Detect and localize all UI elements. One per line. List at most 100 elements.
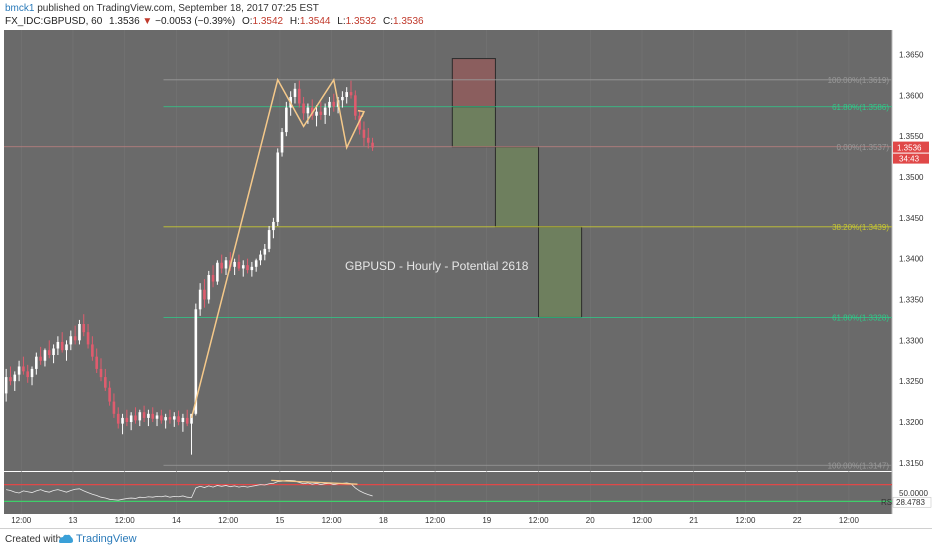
candle-body (13, 374, 17, 382)
candle-body (47, 350, 51, 356)
candle-body (129, 415, 133, 422)
candle-body (306, 107, 310, 114)
price-chart[interactable]: 100.00%(1.3619) 61.80%(1.3586) 0.00%(1.353… (0, 30, 932, 528)
candle-body (86, 332, 90, 345)
candle-body (39, 356, 42, 361)
publisher-name[interactable]: bmck1 (5, 3, 35, 14)
candle-body (177, 416, 180, 422)
candle-body (91, 344, 94, 357)
candle-body (69, 336, 73, 345)
candle-body (263, 248, 267, 255)
price-pane[interactable] (4, 30, 892, 471)
x-tick-label: 18 (379, 516, 388, 525)
x-tick-label: 12:00 (115, 516, 136, 525)
candle-body (125, 417, 129, 422)
candle-body (172, 416, 176, 420)
candle-body (43, 350, 47, 361)
y-tick-label: 1.3550 (899, 132, 924, 141)
projection-box-green (451, 106, 496, 148)
rsi-value-badge (892, 496, 932, 508)
candle-body (164, 417, 167, 421)
open-value: 1.3542 (252, 16, 284, 27)
y-tick-label: 1.3300 (899, 336, 924, 345)
x-tick-label: 22 (793, 516, 802, 525)
candle-body (328, 101, 331, 108)
candle-body (323, 107, 327, 115)
fib-label: 38.20%(1.3439) (832, 223, 889, 232)
candle-body (207, 275, 211, 300)
low-value: 1.3532 (345, 16, 377, 27)
candle-body (134, 415, 137, 421)
x-axis: 12:00 13 12:00 14 12:00 15 12:00 18 12:00 19 12:00… (11, 516, 859, 525)
last-price: 1.3536 (109, 16, 140, 27)
candle-body (185, 417, 189, 424)
x-tick-label: 13 (69, 516, 78, 525)
candle-body (302, 103, 305, 114)
fib-label: 61.80%(1.3328) (832, 313, 889, 322)
candle-body (52, 348, 55, 356)
candle-body (108, 387, 111, 402)
countdown-label: 34:43 (899, 155, 920, 164)
symbol-info: FX_IDC:GBPUSD, 60 1.3536 ▼ −0.0053 (−0.3… (5, 16, 424, 27)
candle-body (362, 129, 366, 138)
low-label: L: (337, 16, 346, 27)
candle-body (4, 377, 8, 394)
candle-body (310, 107, 314, 116)
candle-body (224, 260, 228, 269)
candle-body (250, 266, 254, 271)
created-with-text: Created with (5, 534, 62, 545)
price-scale[interactable] (892, 30, 932, 514)
symbol-name: FX_IDC:GBPUSD, 60 (5, 16, 103, 27)
x-tick-label: 21 (689, 516, 698, 525)
candle-body (82, 324, 86, 333)
y-tick-label: 1.3400 (899, 255, 924, 264)
header-bar: bmck1 published on TradingView.com, Sept… (0, 0, 932, 30)
fib-levels: 100.00%(1.3619) 61.80%(1.3586) 0.00%(1.353… (4, 76, 892, 470)
candle-body (155, 415, 159, 419)
candle-body (285, 107, 288, 133)
y-tick-label: 1.3650 (899, 51, 924, 60)
candle-body (73, 336, 77, 341)
candle-body (366, 137, 370, 143)
tradingview-brand[interactable]: TradingView (76, 533, 137, 545)
y-tick-label: 1.3200 (899, 418, 924, 427)
high-label: H: (289, 16, 300, 27)
candle-body (112, 401, 116, 414)
candle-body (181, 417, 185, 422)
candle-body (293, 88, 297, 97)
x-tick-label: 12:00 (529, 516, 550, 525)
rsi-divergence-line (271, 479, 358, 485)
candle-body (345, 92, 348, 97)
fib-label: 100.00%(1.3147) (828, 461, 890, 470)
tradingview-logo-icon (59, 534, 73, 543)
candle-body (116, 413, 120, 424)
rsi-line (6, 479, 373, 501)
rsi-pane[interactable] (4, 472, 892, 514)
candle-body (358, 115, 361, 130)
candle-body (30, 368, 34, 378)
y-tick-label: 1.3150 (899, 459, 924, 468)
candle-body (233, 261, 236, 267)
candle-body (142, 412, 146, 418)
projection-box-red (451, 58, 496, 108)
y-tick-label: 1.3600 (899, 91, 924, 100)
candle-body (332, 101, 336, 107)
x-tick-label: 12:00 (425, 516, 446, 525)
projection-boxes (20, 30, 850, 514)
candle-body (78, 324, 81, 341)
close-label: C: (382, 16, 393, 27)
candle-body (138, 412, 142, 421)
rsi-value-label: 28.4783 (896, 498, 925, 507)
candle-body (121, 417, 124, 424)
x-tick-label: 12:00 (735, 516, 756, 525)
candle-body (95, 356, 98, 369)
candle-body (104, 377, 107, 388)
candle-body (26, 371, 30, 378)
candle-body (237, 261, 241, 269)
candle-body (220, 262, 223, 269)
down-triangle-icon: ▼ (142, 16, 153, 27)
projection-box-green (494, 146, 540, 228)
arrow-head (357, 109, 365, 117)
time-scale[interactable] (4, 514, 892, 528)
candle-body (99, 368, 103, 378)
